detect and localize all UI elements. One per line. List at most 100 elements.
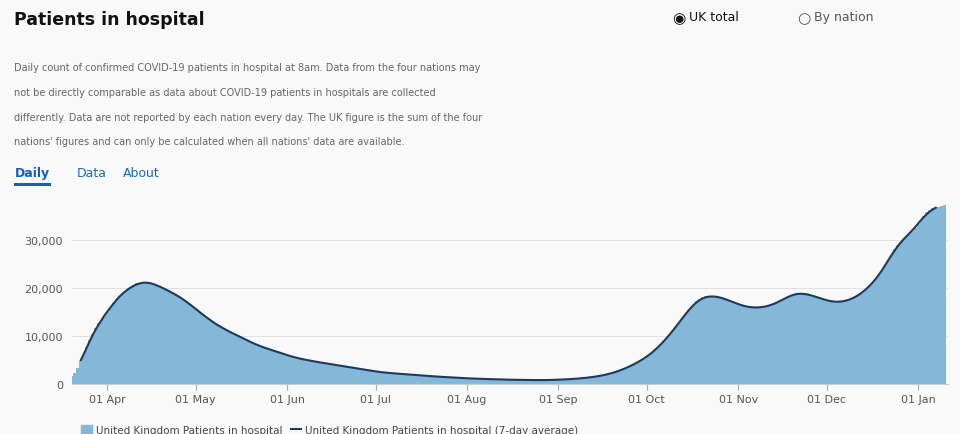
Bar: [245, 340, 248, 384]
Bar: [413, 375, 416, 384]
Bar: [854, 297, 857, 384]
Bar: [716, 297, 719, 384]
Bar: [510, 380, 513, 384]
Bar: [702, 298, 705, 384]
Bar: [315, 362, 318, 384]
Text: Patients in hospital: Patients in hospital: [14, 11, 205, 29]
Bar: [819, 299, 822, 384]
Bar: [253, 344, 256, 384]
Bar: [799, 293, 802, 384]
Bar: [276, 352, 279, 384]
Bar: [115, 299, 118, 384]
Bar: [286, 355, 289, 384]
Bar: [251, 343, 253, 384]
Bar: [826, 301, 828, 384]
Bar: [224, 330, 227, 384]
Bar: [560, 380, 563, 384]
Text: Daily count of confirmed COVID-19 patients in hospital at 8am. Data from the fou: Daily count of confirmed COVID-19 patien…: [14, 63, 481, 73]
Bar: [138, 283, 141, 384]
Bar: [628, 367, 631, 384]
Text: ○: ○: [797, 11, 810, 26]
Bar: [672, 330, 675, 384]
Bar: [259, 347, 262, 384]
Bar: [180, 298, 182, 384]
Bar: [454, 378, 457, 384]
Bar: [908, 234, 911, 384]
Bar: [725, 299, 728, 384]
Bar: [442, 377, 444, 384]
Bar: [483, 379, 486, 384]
Bar: [804, 294, 807, 384]
Bar: [397, 374, 400, 384]
Bar: [757, 308, 760, 384]
Bar: [274, 352, 276, 384]
Bar: [813, 297, 816, 384]
Bar: [501, 380, 504, 384]
Bar: [928, 210, 931, 384]
Bar: [619, 371, 622, 384]
Bar: [348, 367, 350, 384]
Bar: [162, 289, 165, 384]
Bar: [524, 380, 527, 384]
Bar: [802, 293, 804, 384]
Bar: [616, 372, 619, 384]
Bar: [914, 228, 917, 384]
Bar: [507, 380, 510, 384]
Bar: [185, 302, 188, 384]
Bar: [766, 306, 769, 384]
Bar: [740, 306, 743, 384]
Bar: [144, 282, 147, 384]
Bar: [77, 368, 80, 384]
Bar: [722, 299, 725, 384]
Bar: [923, 217, 925, 384]
Bar: [283, 354, 286, 384]
Bar: [218, 326, 221, 384]
Bar: [327, 364, 330, 384]
Bar: [675, 327, 678, 384]
Bar: [292, 357, 295, 384]
Bar: [70, 376, 74, 384]
Bar: [271, 351, 274, 384]
Bar: [521, 380, 524, 384]
Bar: [486, 379, 490, 384]
Bar: [188, 305, 191, 384]
Bar: [943, 205, 946, 384]
Bar: [920, 221, 923, 384]
Bar: [678, 323, 681, 384]
Bar: [303, 360, 306, 384]
Bar: [849, 300, 852, 384]
Bar: [881, 270, 884, 384]
Bar: [448, 378, 451, 384]
Bar: [309, 361, 312, 384]
Bar: [463, 378, 466, 384]
Bar: [699, 299, 702, 384]
Bar: [867, 288, 870, 384]
Bar: [468, 378, 471, 384]
Bar: [587, 378, 589, 384]
Bar: [439, 377, 442, 384]
Bar: [383, 372, 386, 384]
Bar: [433, 377, 436, 384]
Bar: [893, 250, 896, 384]
Bar: [663, 341, 666, 384]
Bar: [407, 375, 410, 384]
Bar: [934, 208, 937, 384]
Bar: [209, 321, 212, 384]
Bar: [350, 368, 353, 384]
Bar: [466, 378, 468, 384]
Bar: [206, 319, 209, 384]
Bar: [88, 340, 91, 384]
Bar: [492, 379, 495, 384]
Bar: [760, 308, 763, 384]
Bar: [681, 319, 684, 384]
Bar: [639, 361, 642, 384]
Bar: [575, 379, 578, 384]
Bar: [578, 379, 581, 384]
Bar: [876, 279, 878, 384]
Bar: [436, 377, 439, 384]
Bar: [648, 355, 651, 384]
Bar: [557, 380, 560, 384]
Bar: [232, 334, 235, 384]
Bar: [631, 365, 634, 384]
Bar: [733, 303, 736, 384]
